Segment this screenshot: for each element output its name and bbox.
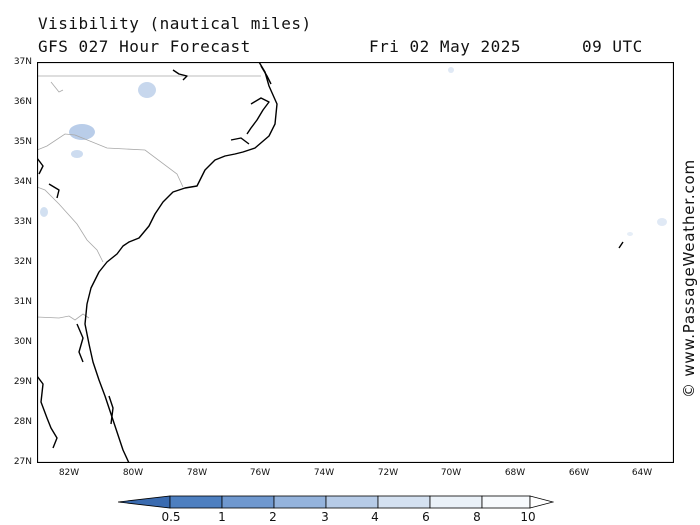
border-tn	[50, 81, 64, 93]
lat-label-27n: 27N	[13, 457, 32, 467]
lat-label-32n: 32N	[13, 257, 32, 267]
coastline-left-edge	[37, 157, 44, 175]
coastline-barrier	[260, 65, 272, 85]
legend-label-0-5: 0.5	[161, 510, 181, 524]
forecast-time: 09 UTC	[582, 37, 643, 56]
shade-patch	[40, 207, 48, 217]
coastline-bay	[48, 183, 60, 199]
color-bar-segment	[169, 495, 223, 509]
color-bar-high-arrow	[529, 495, 554, 509]
state-borders	[37, 75, 261, 321]
lon-label-74w: 74W	[313, 468, 335, 478]
lon-label-64w: 64W	[631, 468, 653, 478]
legend-label-10: 10	[520, 510, 536, 524]
color-bar-segment	[377, 495, 431, 509]
coastline-fl-east	[108, 395, 114, 425]
color-bar	[118, 495, 554, 509]
border-nc-sc	[37, 133, 184, 188]
lat-label-37n: 37N	[13, 57, 32, 67]
border-sc-ga	[37, 186, 104, 263]
legend-label-2: 2	[269, 510, 277, 524]
color-bar-segment	[325, 495, 379, 509]
lon-label-72w: 72W	[377, 468, 399, 478]
lat-label-29n: 29N	[13, 377, 32, 387]
color-bar-segment	[481, 495, 531, 509]
lon-label-68w: 68W	[504, 468, 526, 478]
chart-title: Visibility (nautical miles)	[38, 14, 312, 33]
shade-patch	[657, 218, 667, 226]
map-frame	[37, 62, 674, 463]
color-bar-segment	[273, 495, 327, 509]
ocean-background	[37, 62, 674, 463]
lon-label-66w: 66W	[568, 468, 590, 478]
coastline-sound	[172, 69, 188, 81]
shade-patch	[69, 124, 95, 140]
legend-label-4: 4	[371, 510, 379, 524]
lat-label-33n: 33N	[13, 217, 32, 227]
lon-label-70w: 70W	[440, 468, 462, 478]
lon-label-76w: 76W	[249, 468, 271, 478]
credit-text: © www.PassageWeather.com	[680, 159, 698, 398]
lat-label-31n: 31N	[13, 297, 32, 307]
legend-label-1: 1	[218, 510, 226, 524]
visibility-shading	[40, 67, 667, 236]
visibility-map[interactable]	[37, 62, 674, 463]
color-bar-segment	[429, 495, 483, 509]
coastline-mainland	[84, 62, 278, 463]
color-bar-segment	[221, 495, 275, 509]
lat-label-34n: 34N	[13, 177, 32, 187]
coastline-pamlico	[246, 97, 270, 135]
lat-label-30n: 30N	[13, 337, 32, 347]
legend-label-3: 3	[321, 510, 329, 524]
legend-label-6: 6	[422, 510, 430, 524]
lat-label-28n: 28N	[13, 417, 32, 427]
lon-label-78w: 78W	[186, 468, 208, 478]
lat-label-35n: 35N	[13, 137, 32, 147]
shade-patch	[71, 150, 83, 158]
lat-label-36n: 36N	[13, 97, 32, 107]
coastline-fl-west	[37, 375, 58, 449]
coastline-neuse	[230, 137, 250, 145]
lon-label-82w: 82W	[58, 468, 80, 478]
forecast-date: Fri 02 May 2025	[369, 37, 521, 56]
border-ga-fl	[37, 313, 90, 321]
coastline-inland-lake	[76, 323, 84, 363]
bermuda-island	[618, 241, 624, 249]
legend-label-8: 8	[473, 510, 481, 524]
forecast-label: GFS 027 Hour Forecast	[38, 37, 251, 56]
coastline	[37, 62, 624, 463]
shade-patch	[138, 82, 156, 98]
shade-patch	[627, 232, 633, 236]
shade-patch	[448, 67, 454, 73]
color-bar-low-arrow	[118, 495, 171, 509]
lon-label-80w: 80W	[122, 468, 144, 478]
